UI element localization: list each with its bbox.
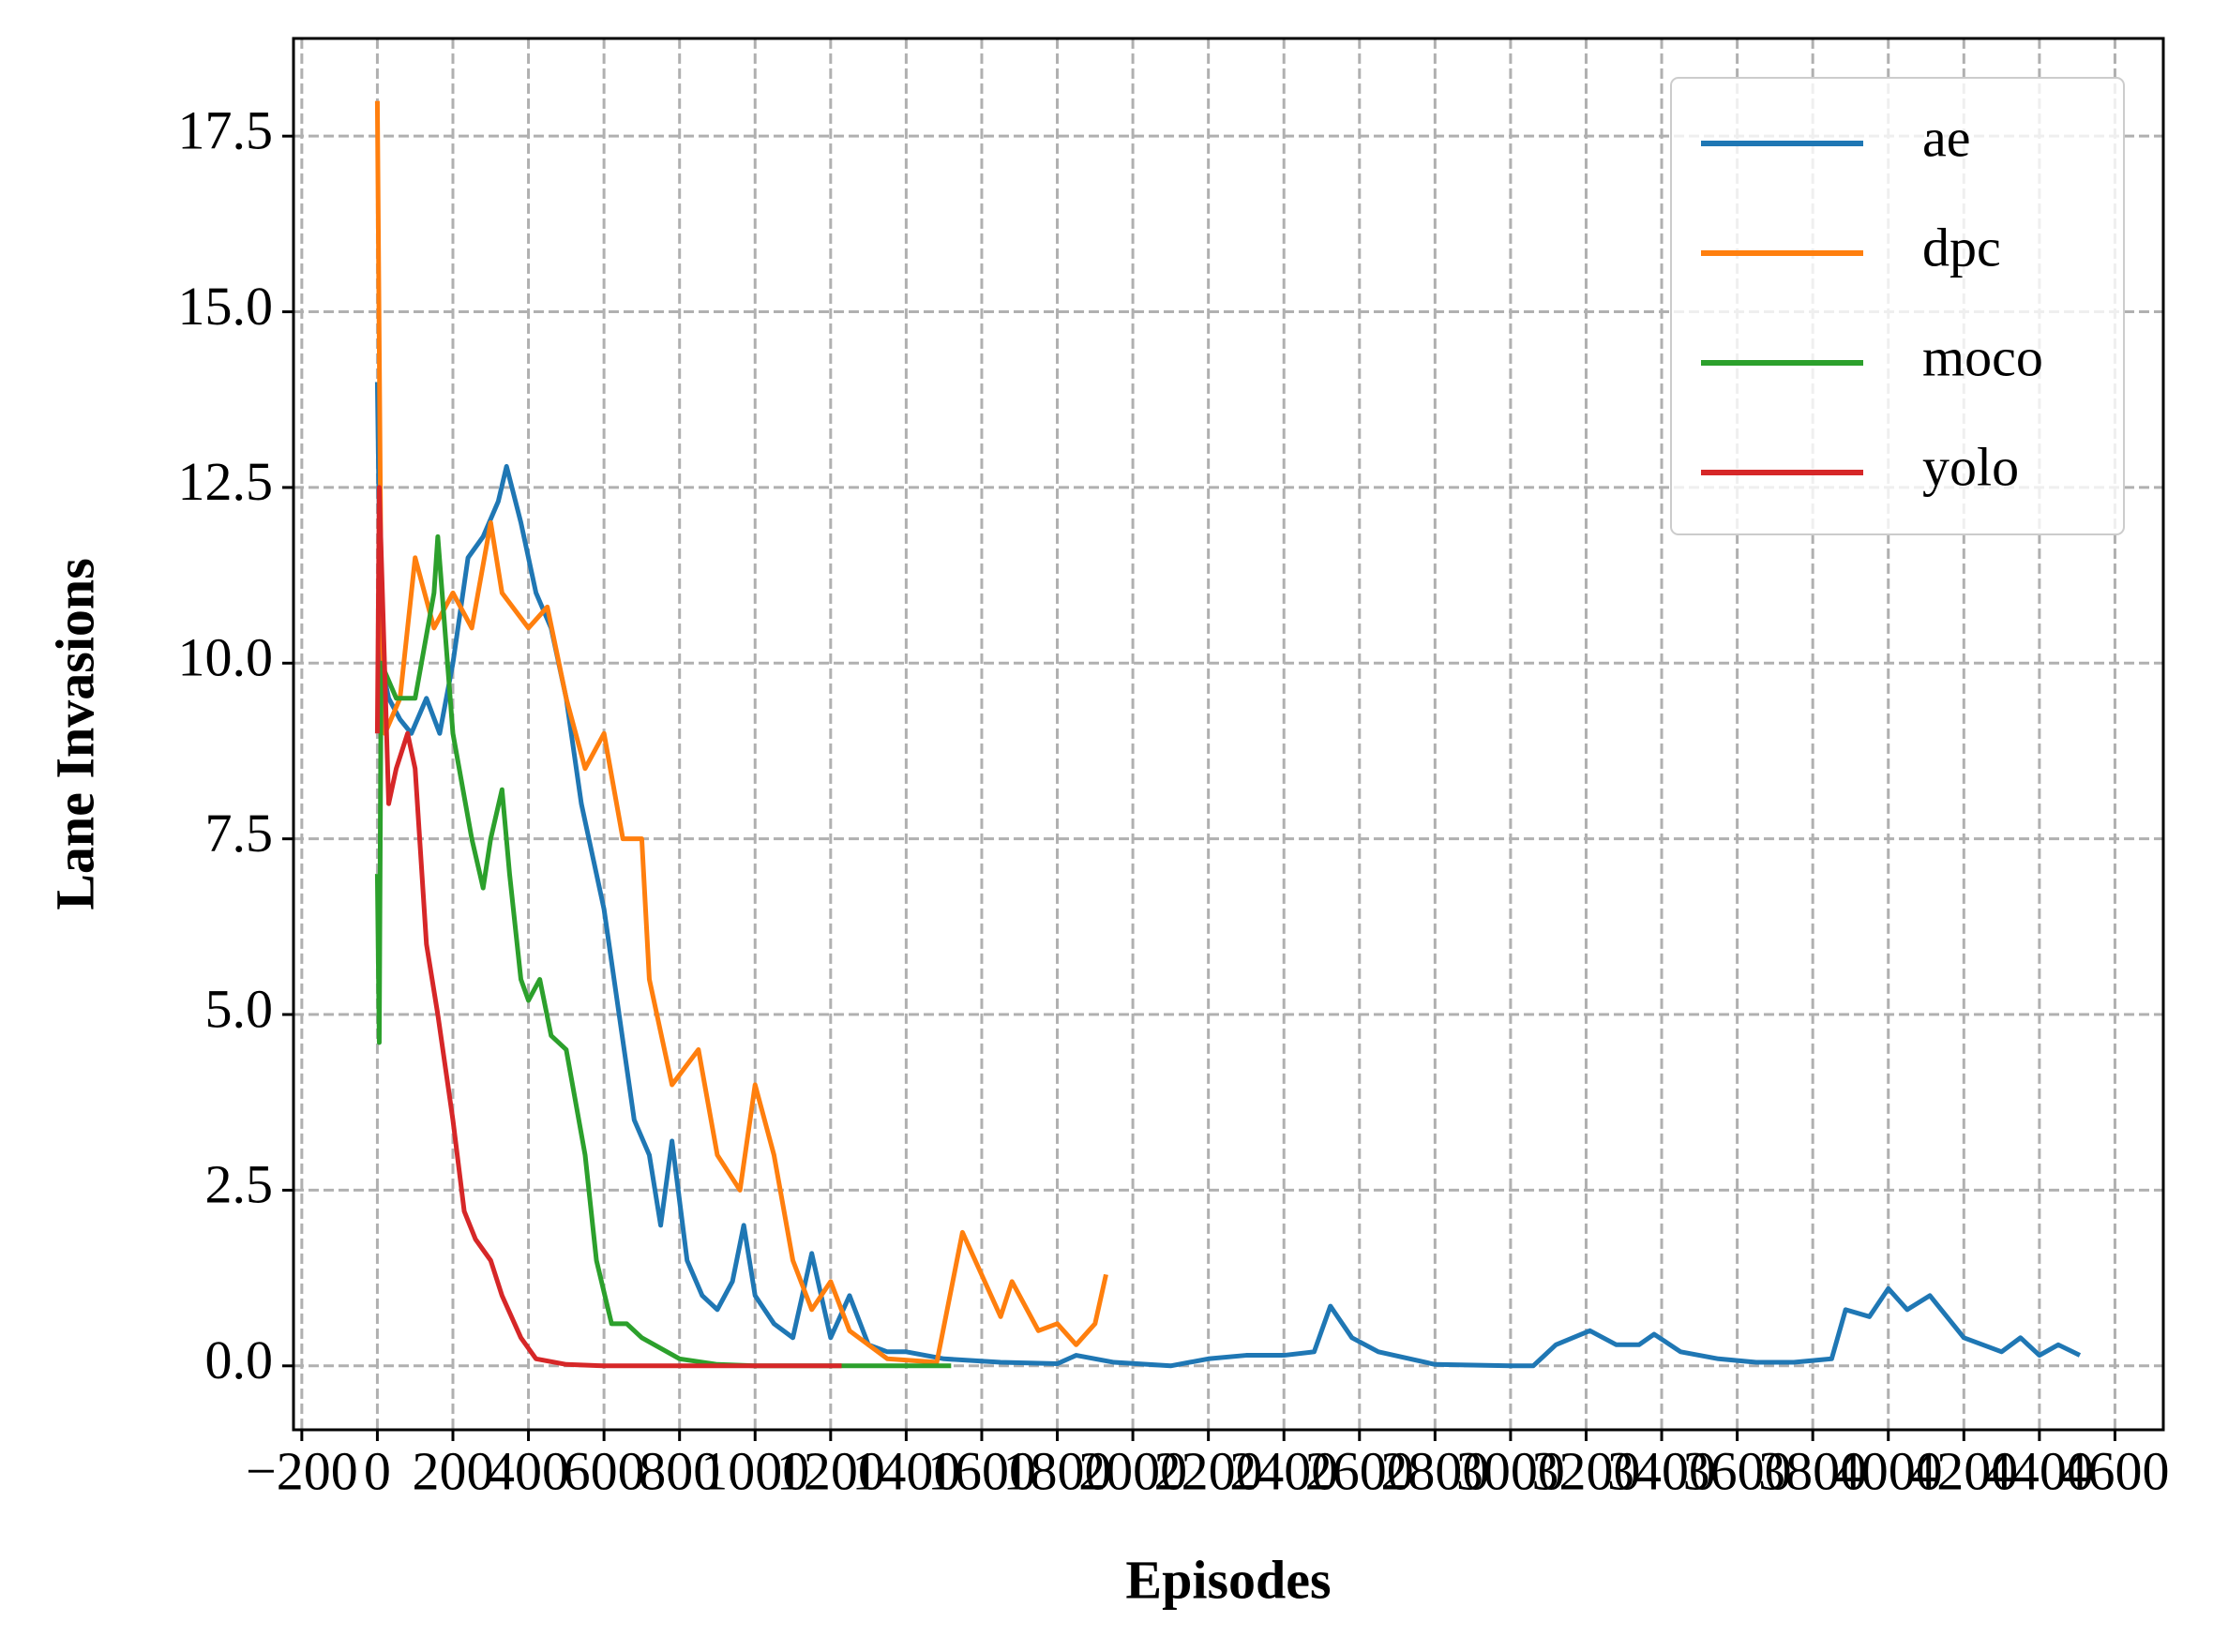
data-line	[374, 100, 1108, 1365]
x-tick-label: 1200	[776, 1440, 885, 1501]
x-tick-label: 2000	[1078, 1440, 1187, 1501]
plot-frame	[292, 37, 2165, 1432]
x-axis-label: Episodes	[1125, 1549, 1331, 1610]
x-tick-label: 3200	[1531, 1440, 1640, 1501]
y-tick-label: 2.5	[205, 1154, 274, 1215]
x-tick-label: 3400	[1607, 1440, 1716, 1501]
y-tick-label: 15.0	[178, 276, 274, 337]
x-tick-label: 4000	[1834, 1440, 1943, 1501]
x-tick-label: 0	[364, 1440, 391, 1501]
x-tick-label: 3000	[1456, 1440, 1565, 1501]
legend-label: moco	[1922, 326, 2043, 387]
y-tick-label: 10.0	[178, 627, 274, 688]
x-tick-label: 1800	[1003, 1440, 1112, 1501]
x-tick-label: 2800	[1380, 1440, 1489, 1501]
x-tick-label: 200	[412, 1440, 493, 1501]
x-tick-label: −200	[246, 1440, 358, 1501]
x-tick-label: 1400	[851, 1440, 960, 1501]
legend-box	[1670, 77, 2125, 535]
x-tick-label: 4400	[1985, 1440, 2094, 1501]
x-tick-label: 800	[639, 1440, 720, 1501]
y-tick-label: 17.5	[178, 99, 274, 160]
x-tick-label: 3800	[1758, 1440, 1867, 1501]
x-tick-label: 1000	[700, 1440, 809, 1501]
y-tick-label: 12.5	[178, 451, 274, 512]
x-tick-label: 2200	[1154, 1440, 1263, 1501]
x-tick-label: 2400	[1229, 1440, 1338, 1501]
x-tick-label: 4200	[1909, 1440, 2018, 1501]
legend-label: yolo	[1922, 436, 2019, 497]
data-line	[374, 382, 2082, 1369]
x-tick-label: 1600	[927, 1440, 1036, 1501]
y-tick-label: 7.5	[205, 803, 274, 864]
y-tick-label: 5.0	[205, 978, 274, 1039]
y-tick-label: 0.0	[205, 1329, 274, 1390]
legend-label: dpc	[1922, 217, 2001, 278]
x-tick-label: 600	[564, 1440, 645, 1501]
x-tick-label: 3600	[1683, 1440, 1792, 1501]
y-axis-label: Lane Invasions	[44, 558, 105, 910]
x-tick-label: 4600	[2060, 1440, 2169, 1501]
x-tick-label: 400	[488, 1440, 569, 1501]
data-line	[374, 533, 952, 1369]
x-tick-label: 2600	[1305, 1440, 1414, 1501]
legend-label: ae	[1922, 107, 1971, 168]
data-line	[374, 485, 842, 1369]
